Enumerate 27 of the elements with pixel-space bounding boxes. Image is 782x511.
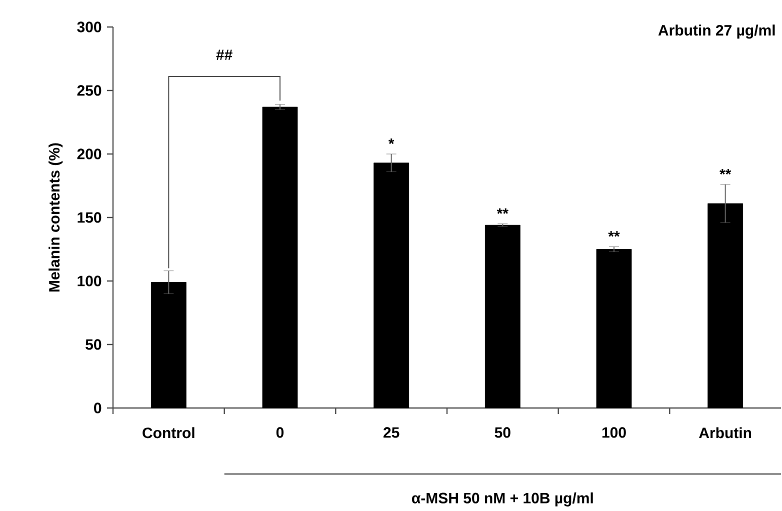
bar [596,249,632,408]
x-tick-label: 0 [276,427,284,438]
y-tick-label: 150 [78,212,102,223]
bar [262,106,298,408]
y-tick-label: 50 [86,339,102,350]
annotation: * [388,138,394,144]
y-tick-label: 0 [94,402,102,414]
x-tick-label: Control [142,427,194,438]
bar [150,282,186,408]
bar [708,203,744,408]
annotation: Arbutin 27 µg/ml [658,24,775,39]
x-tick-label: 25 [384,427,400,438]
y-tick-label: 100 [78,276,102,286]
annotation: ## [216,50,232,60]
x-axis-title: α-MSH 50 nM + 10B µg/ml [412,492,593,506]
annotation: ** [496,208,508,214]
bar [374,162,410,408]
y-tick-label: 300 [77,22,102,32]
y-tick-label: 250 [77,85,102,96]
x-tick-label: 50 [494,427,510,438]
y-tick-label: 200 [77,148,102,160]
y-axis-title: Melanin contents (%) [48,143,63,292]
annotation: ** [608,231,620,237]
annotation: ** [720,168,732,175]
x-tick-label: 100 [602,427,626,438]
bar [484,224,520,408]
x-tick-label: Arbutin [699,427,752,438]
